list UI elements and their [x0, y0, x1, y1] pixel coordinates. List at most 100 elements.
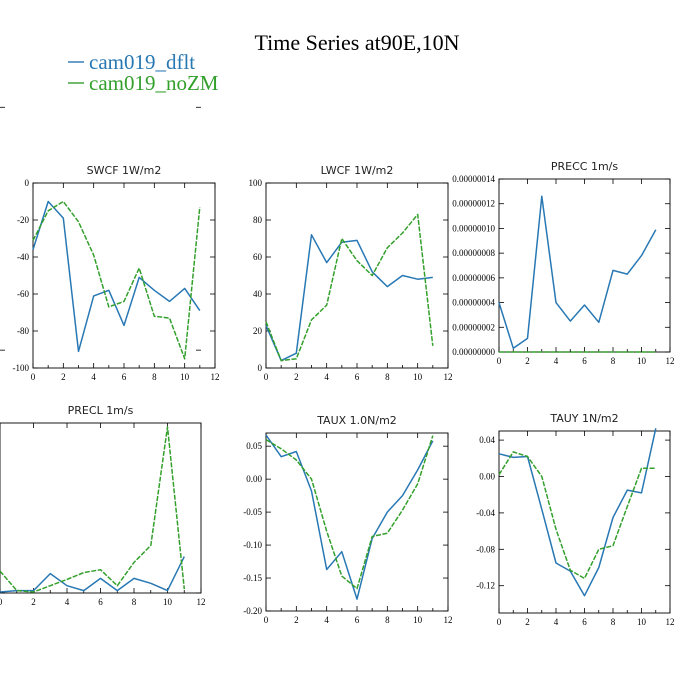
chart-panel: SWCF 1W/m2 0 2 4 6 8 10 12 0 -20 -40 -60 -80 -100: [13, 164, 220, 382]
series-line-dflt: [498, 428, 657, 597]
x-tick-label: 8: [132, 597, 137, 607]
x-tick-label: 6: [355, 615, 360, 625]
y-tick-label: -60: [17, 289, 29, 299]
y-tick-label: 0.00: [246, 474, 262, 484]
series-line-noZM: [498, 451, 656, 580]
y-tick-label: -0.10: [243, 540, 262, 550]
y-tick-label: 0: [25, 178, 30, 188]
series-line-noZM: [265, 435, 434, 590]
x-tick-label: 4: [324, 615, 329, 625]
x-tick-label: 6: [98, 597, 103, 607]
x-tick-label: 4: [65, 597, 70, 607]
y-tick-label: 20: [253, 326, 263, 336]
x-tick-label: 10: [413, 615, 423, 625]
chart-panel: TAUX 1.0N/m2 0 2 4 6 8 10 12 0.05 0.00 -0.05 -0.10 -…: [243, 414, 452, 625]
panel-title: PRECC 1m/s: [551, 160, 619, 173]
series-line-noZM: [265, 213, 434, 362]
panel-title: TAUX 1.0N/m2: [316, 414, 397, 427]
plot-frame: [265, 182, 449, 369]
chart-panel: LWCF 1W/m2 0 2 4 6 8 10 12 0 20 40 60 80 100: [249, 164, 453, 382]
y-tick-label: 0.00000006: [452, 273, 495, 283]
plot-frame: [265, 432, 449, 612]
chart-grid: SWCF 1W/m2 0 2 4 6 8 10 12 0 -20 -40 -60 -80 -100 LWCF…: [0, 106, 675, 627]
y-tick-label: -0.15: [243, 573, 262, 583]
y-tick-label: -80: [17, 326, 29, 336]
legend: cam019_dflt cam019_noZM: [68, 50, 219, 95]
panel-title: PRECL 1m/s: [68, 404, 134, 417]
y-tick-label: 40: [253, 289, 263, 299]
x-tick-label: 0: [497, 617, 502, 627]
x-tick-label: 8: [152, 372, 157, 382]
chart-panel: PRECL 1m/s0246810120.000000000.000000050…: [0, 106, 206, 607]
x-tick-label: 12: [211, 372, 220, 382]
x-tick-label: 4: [554, 356, 559, 366]
x-tick-label: 4: [554, 617, 559, 627]
y-tick-label: 100: [249, 178, 263, 188]
x-tick-label: 4: [91, 372, 96, 382]
x-tick-label: 0: [497, 356, 502, 366]
y-tick-label: -0.12: [476, 581, 495, 591]
legend-label-dflt: cam019_dflt: [89, 50, 195, 74]
y-tick-label: 0: [258, 363, 263, 373]
x-tick-label: 6: [355, 372, 360, 382]
panel-title: LWCF 1W/m2: [321, 164, 394, 177]
y-tick-label: 0.00000004: [452, 298, 495, 308]
plot-frame: [0, 422, 202, 594]
x-tick-label: 8: [385, 372, 390, 382]
series-line-dflt: [498, 195, 657, 350]
x-tick-label: 4: [324, 372, 329, 382]
x-tick-label: 6: [122, 372, 127, 382]
y-tick-label: 0.00000012: [452, 199, 495, 209]
x-tick-label: 12: [666, 617, 675, 627]
y-tick-label: -20: [17, 215, 29, 225]
series-line-noZM: [0, 426, 186, 593]
y-tick-label: -0.04: [476, 508, 495, 518]
panel-title: SWCF 1W/m2: [87, 164, 162, 177]
series-line-noZM: [32, 200, 201, 360]
y-tick-label: -40: [17, 252, 29, 262]
x-tick-label: 8: [611, 617, 616, 627]
series-line-dflt: [265, 434, 434, 600]
panel-title: TAUY 1N/m2: [549, 412, 618, 425]
y-tick-label: 0.00000014: [452, 174, 495, 184]
x-tick-label: 12: [666, 356, 675, 366]
y-tick-label: 0.00000008: [452, 248, 495, 258]
x-tick-label: 8: [385, 615, 390, 625]
x-tick-label: 8: [611, 356, 616, 366]
x-tick-label: 2: [61, 372, 66, 382]
x-tick-label: 12: [444, 615, 453, 625]
x-tick-label: 10: [163, 597, 173, 607]
legend-label-noZM: cam019_noZM: [89, 71, 219, 95]
y-tick-label: 80: [253, 215, 263, 225]
y-tick-label: -0.08: [476, 544, 495, 554]
y-tick-label: 0.00000000: [452, 347, 495, 357]
x-tick-label: 10: [413, 372, 423, 382]
y-tick-label: 0.05: [246, 441, 262, 451]
x-tick-label: 0: [31, 372, 36, 382]
y-tick-label: 0.00: [479, 472, 495, 482]
chart-panel: TAUY 1N/m2 0 2 4 6 8 10 12 0.04 0.00 -0.04 -0.08 -0.…: [476, 412, 674, 627]
series-line-dflt: [0, 556, 185, 593]
y-tick-label: 0.00000010: [452, 223, 495, 233]
x-tick-label: 12: [197, 597, 206, 607]
y-tick-label: -0.20: [243, 606, 262, 616]
y-tick-label: 0.00000002: [452, 322, 495, 332]
plot-frame: [498, 178, 671, 353]
chart-panel: PRECC 1m/s 0 2 4 6 8 10 12 0.00000000 0.00000002 0…: [452, 160, 674, 366]
y-tick-label: 60: [253, 252, 263, 262]
x-tick-label: 10: [637, 617, 647, 627]
x-tick-label: 12: [444, 372, 453, 382]
x-tick-label: 10: [637, 356, 647, 366]
x-tick-label: 2: [294, 372, 299, 382]
x-tick-label: 6: [582, 617, 587, 627]
y-tick-label: -100: [13, 363, 30, 373]
y-tick-label: -0.05: [243, 507, 262, 517]
y-tick-label: 0.04: [479, 435, 495, 445]
x-tick-label: 10: [180, 372, 190, 382]
x-tick-label: 0: [264, 372, 269, 382]
x-tick-label: 0: [264, 615, 269, 625]
x-tick-label: 0: [0, 597, 3, 607]
x-tick-label: 2: [525, 356, 530, 366]
x-tick-label: 6: [582, 356, 587, 366]
